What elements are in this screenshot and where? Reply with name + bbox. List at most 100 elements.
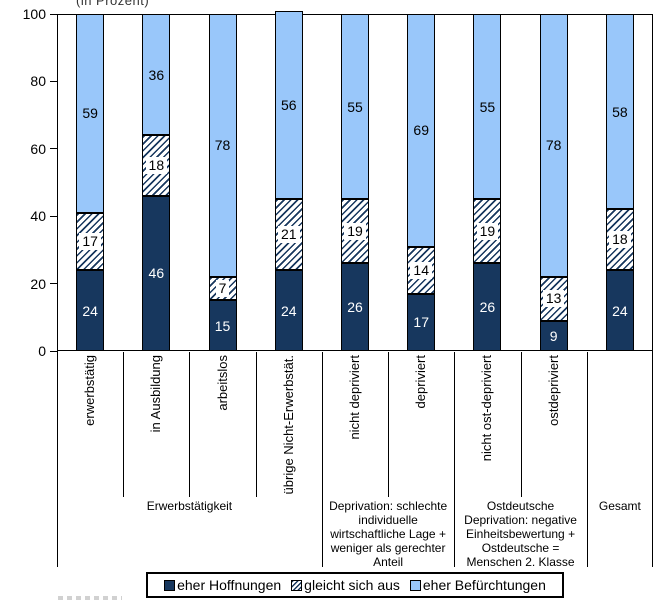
legend-item-hoffnungen: eher Hoffnungen [164,577,281,593]
group-separator-line [586,352,588,567]
y-tick-mark [50,80,57,82]
legend-swatch-hoffnungen-icon [164,579,176,591]
value-label: 9 [549,327,558,344]
segment-mid: 17 [76,212,105,271]
y-tick-mark [50,13,57,15]
value-label: 46 [148,265,165,282]
segment-fear-with-label: 36 [142,14,171,136]
y-tick-label: 20 [30,275,46,292]
value-label: 69 [413,122,429,139]
value-label: 21 [277,226,300,244]
y-tick-label: 40 [30,208,46,225]
segment-hope-with-label: 26 [341,263,369,351]
legend-label-gleicht-sich-aus: gleicht sich aus [304,577,400,593]
legend-item-befuerchtungen: eher Befürchtungen [409,577,546,593]
cutoff-text-fragment [58,596,122,600]
value-label: 36 [148,66,165,83]
label-table-right-edge [652,351,653,567]
segment-hope-with-label: 26 [473,263,502,351]
segment-hope-with-label: 46 [142,195,171,351]
value-label: 17 [79,232,101,250]
label-table-left-edge [57,351,58,567]
value-label: 59 [82,105,98,122]
value-label: 24 [280,302,297,319]
segment-fear-with-label: 55 [473,14,502,200]
y-tick-mark [50,283,57,285]
segment-fear-with-label: 78 [208,14,237,277]
category-separator-line [520,352,522,497]
legend-swatch-gleicht-sich-aus-icon [291,579,303,591]
y-tick-mark [50,215,57,217]
segment-mid: 7 [208,276,237,301]
value-label: 78 [545,137,562,154]
segment-fear-with-label: 69 [407,14,436,247]
segment-hope-with-label: 24 [605,270,634,351]
legend-item-gleicht-sich-aus: gleicht sich aus [291,577,400,593]
category-label: nicht ost-depriviert [479,355,495,462]
chart-title-clipped: (in Prozent) [76,0,296,8]
legend: eher Hoffnungen gleicht sich aus eher Be… [146,572,564,598]
y-tick-label: 0 [38,343,46,359]
value-label: 24 [612,302,628,319]
category-separator-line [388,352,390,497]
segment-hope-with-label: 24 [76,270,105,351]
value-label: 78 [214,137,231,154]
segment-fear-with-label: 56 [274,10,303,200]
bar-column: 24 21 56 [274,10,303,351]
value-label: 56 [280,97,297,113]
category-cell: erwerbstätig [57,352,123,494]
value-label: 17 [413,314,429,331]
segment-mid: 19 [473,199,502,264]
category-label: ostdepriviert [545,355,561,426]
y-tick-label: 100 [22,6,46,22]
segment-hope-with-label: 15 [208,300,237,351]
category-cell: depriviert [388,352,454,494]
category-cell [587,352,653,494]
group-separator-line [454,352,456,567]
segment-mid: 14 [407,246,436,294]
category-cell: in Ausbildung [123,352,189,494]
segment-mid: 18 [142,135,171,196]
segment-hope-with-label: 17 [407,293,436,351]
legend-swatch-befuerchtungen-icon [409,579,421,591]
group-label: Deprivation: schlechte individuelle wirt… [329,499,448,569]
bar-column: 15 7 78 [208,14,237,351]
value-label: 19 [476,222,499,240]
segment-fear-with-label: 58 [605,14,634,210]
category-label: erwerbstätig [82,355,98,426]
category-separator-line [123,352,125,497]
chart-title-text: (in Prozent) [76,0,150,8]
segment-hope-with-label: 9 [539,320,568,351]
bar-column: 24 18 58 [605,14,634,351]
bar-column: 9 13 78 [539,14,568,351]
category-label: in Ausbildung [148,355,164,433]
legend-label-befuerchtungen: eher Befürchtungen [422,577,546,593]
group-label: Erwerbstätigkeit [146,499,233,513]
y-tick-mark [50,350,57,352]
segment-mid: 13 [539,276,568,321]
y-tick-label: 60 [30,140,46,157]
category-cell: arbeitslos [189,352,255,494]
category-cell: nicht depriviert [322,352,388,494]
group-label: Ostdeutsche Deprivation: negative Einhei… [464,499,577,569]
segment-fear-with-label: 78 [539,14,568,277]
segment-fear-with-label: 59 [76,14,105,213]
category-cell: nicht ost-depriviert [454,352,520,494]
segment-mid: 21 [274,199,303,271]
segment-mid: 18 [605,209,634,271]
y-tick-mark [50,148,57,150]
value-label: 7 [215,280,230,298]
value-label: 18 [145,157,168,175]
category-cell: ostdepriviert [521,352,587,494]
value-label: 26 [347,299,363,316]
value-label: 18 [609,231,631,249]
category-separator-line [255,352,257,497]
legend-label-hoffnungen: eher Hoffnungen [177,577,282,593]
segment-mid: 19 [341,199,369,264]
bar-column: 26 19 55 [341,14,369,351]
category-label: depriviert [413,355,429,409]
value-label: 58 [612,103,628,120]
value-label: 19 [344,222,366,240]
group-label: Gesamt [598,499,641,513]
